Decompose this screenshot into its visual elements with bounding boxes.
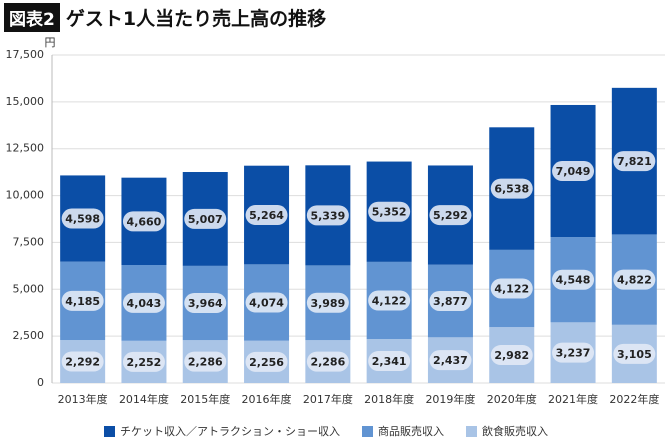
y-unit: 円: [45, 36, 56, 49]
value-label-bg: [490, 345, 533, 366]
value-label-bg: [61, 208, 104, 229]
value-label: 2,292: [65, 356, 100, 369]
value-label-bg: [613, 151, 656, 172]
value-label-bg: [122, 351, 165, 372]
y-tick-label: 10,000: [6, 189, 45, 202]
value-label: 5,007: [188, 213, 223, 226]
value-label-bg: [552, 269, 595, 290]
header: 図表2 ゲスト1人当たり売上高の推移: [4, 2, 327, 32]
legend-label: 商品販売収入: [378, 424, 444, 438]
value-label-bg: [490, 178, 533, 199]
value-label-bg: [61, 290, 104, 311]
value-label: 5,339: [310, 209, 345, 222]
value-label: 4,660: [127, 215, 162, 228]
y-tick-label: 2,500: [13, 329, 45, 342]
value-label: 5,352: [372, 206, 407, 219]
value-label: 5,292: [433, 209, 468, 222]
value-label: 2,437: [433, 354, 468, 367]
value-label: 2,982: [494, 349, 529, 362]
value-label: 5,264: [249, 209, 284, 222]
y-tick-label: 5,000: [13, 282, 45, 295]
value-label: 4,822: [617, 274, 652, 287]
value-label: 4,548: [556, 274, 591, 287]
x-tick-label: 2014年度: [119, 392, 169, 406]
value-label: 4,185: [65, 295, 100, 308]
value-label-bg: [368, 201, 411, 222]
y-tick-label: 0: [37, 376, 44, 389]
x-tick-label: 2016年度: [242, 392, 292, 406]
value-label: 3,877: [433, 295, 468, 308]
x-tick-label: 2013年度: [58, 392, 108, 406]
value-label: 2,286: [310, 356, 345, 369]
value-label: 2,256: [249, 356, 284, 369]
value-label-bg: [429, 290, 472, 311]
y-tick-label: 15,000: [6, 95, 45, 108]
x-tick-label: 2015年度: [180, 392, 230, 406]
value-label-bg: [306, 205, 349, 226]
value-label: 3,989: [310, 297, 345, 310]
value-label-bg: [184, 351, 227, 372]
value-label: 7,821: [617, 155, 652, 168]
value-label-bg: [122, 211, 165, 232]
legend-label: 飲食販売収入: [482, 424, 548, 438]
value-label-bg: [306, 351, 349, 372]
x-tick-label: 2019年度: [425, 392, 475, 406]
value-label-bg: [245, 351, 288, 372]
value-label-bg: [306, 292, 349, 313]
value-label-bg: [429, 205, 472, 226]
value-label: 3,105: [617, 348, 652, 361]
value-label: 2,252: [127, 356, 162, 369]
chart-title: ゲスト1人当たり売上高の推移: [65, 7, 327, 30]
value-label: 4,598: [65, 213, 100, 226]
value-label-bg: [613, 269, 656, 290]
legend-swatch: [466, 426, 477, 437]
value-label: 4,122: [372, 294, 407, 307]
x-tick-label: 2018年度: [364, 392, 414, 406]
value-label-bg: [184, 208, 227, 229]
value-label-bg: [368, 290, 411, 311]
value-label: 3,237: [556, 347, 591, 360]
value-label-bg: [490, 278, 533, 299]
value-label-bg: [184, 293, 227, 314]
value-label: 2,286: [188, 356, 223, 369]
y-tick-label: 7,500: [13, 235, 45, 248]
x-tick-label: 2022年度: [609, 392, 659, 406]
value-label-bg: [552, 342, 595, 363]
value-label-bg: [552, 161, 595, 182]
value-label-bg: [61, 351, 104, 372]
value-label: 7,049: [556, 165, 591, 178]
value-label: 2,341: [372, 355, 407, 368]
legend-label: チケット収入／アトラクション・ショー収入: [120, 425, 340, 438]
value-label-bg: [368, 351, 411, 372]
value-label-bg: [245, 292, 288, 313]
value-label: 3,964: [188, 297, 223, 310]
value-label: 4,074: [249, 297, 284, 310]
legend-swatch: [104, 426, 115, 437]
value-label-bg: [613, 343, 656, 364]
legend-swatch: [362, 426, 373, 437]
value-label: 4,043: [127, 297, 162, 310]
figure-badge: 図表2: [4, 2, 60, 32]
x-tick-label: 2021年度: [548, 392, 598, 406]
x-tick-label: 2017年度: [303, 392, 353, 406]
x-tick-label: 2020年度: [487, 392, 537, 406]
value-label-bg: [122, 292, 165, 313]
y-tick-label: 12,500: [6, 142, 45, 155]
value-label-bg: [245, 205, 288, 226]
value-label: 6,538: [494, 183, 529, 196]
value-label-bg: [429, 350, 472, 371]
value-label: 4,122: [494, 282, 529, 295]
y-tick-label: 17,500: [6, 48, 45, 61]
